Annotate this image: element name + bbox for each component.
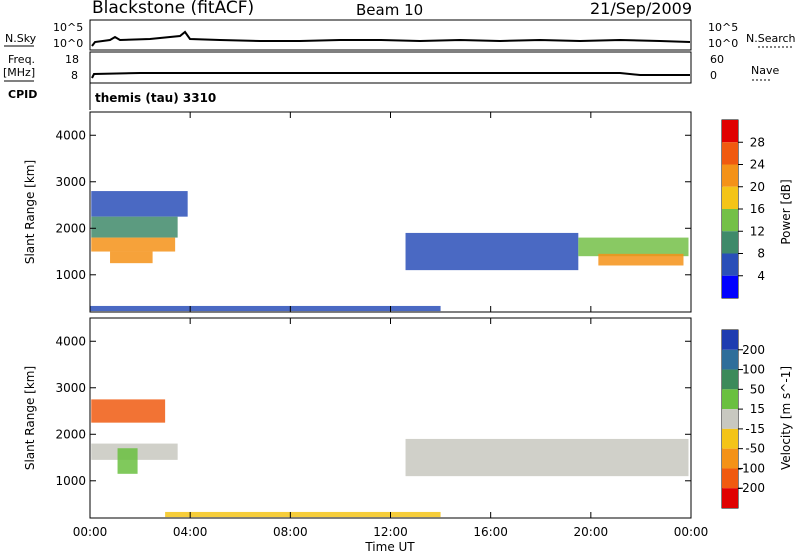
- velocity-colorbar-segment-0: [722, 330, 738, 350]
- nave-label: Nave: [751, 64, 780, 77]
- time-xtick-label-1: 04:00: [173, 525, 208, 539]
- power-scatter-region-5: [578, 237, 689, 257]
- site-title: Blackstone (fitACF): [92, 0, 255, 18]
- cpid-value: themis (tau) 3310: [95, 91, 217, 105]
- power-ytick-label-1: 2000: [55, 221, 86, 235]
- power-ytick-label-0: 1000: [55, 268, 86, 282]
- power-colorbar-segment-7: [722, 275, 738, 298]
- velocity-ytick-label-1: 2000: [55, 427, 86, 441]
- velocity-colorbar-tick-label-3: 15: [750, 402, 765, 416]
- power-scatter-region-0: [91, 191, 188, 217]
- freq-unit-label: [MHz]: [3, 66, 36, 79]
- frequency-trace: [91, 72, 690, 79]
- freq-panel-frame: [89, 51, 692, 84]
- velocity-colorbar-segment-5: [722, 428, 738, 449]
- power-ytick-label-2: 3000: [55, 175, 86, 189]
- velocity-ytick-label-3: 4000: [55, 334, 86, 348]
- power-ylabel: Slant Range [km]: [23, 160, 37, 264]
- power-colorbar-segment-1: [722, 142, 738, 165]
- power-colorbar-segment-4: [722, 209, 738, 232]
- noise-right-tick-bottom: 10^0: [708, 37, 739, 50]
- date-title: 21/Sep/2009: [590, 0, 693, 18]
- power-colorbar-tick-label-3: 16: [750, 202, 765, 216]
- velocity-colorbar-tick-label-2: 50: [750, 382, 765, 396]
- freq-left-tick-top: 18: [65, 53, 79, 66]
- power-colorbar-tick-label-1: 8: [757, 247, 765, 261]
- noise-trace: [91, 30, 691, 47]
- power-scatter-region-3: [110, 251, 153, 264]
- velocity-colorbar-segment-1: [722, 349, 738, 370]
- power-colorbar-segment-5: [722, 231, 738, 254]
- time-xtick-label-6: 00:00: [674, 525, 709, 539]
- power-colorbar-tick-label-6: 28: [750, 135, 765, 149]
- freq-left-tick-bottom: 8: [71, 69, 78, 82]
- power-scatter-region-2: [91, 237, 176, 252]
- power-colorbar-tick-label-2: 12: [750, 224, 765, 238]
- velocity-colorbar-segment-3: [722, 389, 738, 410]
- power-colorbar-tick-label-0: 4: [757, 269, 765, 283]
- velocity-colorbar-tick-label-7: -200: [738, 481, 765, 495]
- time-xtick-label-3: 12:00: [373, 525, 408, 539]
- velocity-colorbar-tick-label-6: -100: [738, 461, 765, 475]
- velocity-colorbar-tick-label-4: -15: [745, 422, 765, 436]
- velocity-colorbar-segment-2: [722, 369, 738, 390]
- power-colorbar-segment-6: [722, 253, 738, 276]
- power-scatter-region-4: [405, 232, 579, 271]
- time-xlabel: Time UT: [364, 540, 415, 554]
- velocity-panel-frame: [89, 317, 692, 519]
- velocity-ylabel: Slant Range [km]: [23, 366, 37, 470]
- velocity-colorbar-label: Velocity [m s^-1]: [779, 366, 793, 470]
- time-xtick-label-4: 16:00: [473, 525, 508, 539]
- power-colorbar-segment-0: [722, 120, 738, 143]
- time-xtick-label-0: 00:00: [73, 525, 108, 539]
- freq-right-tick-top: 60: [710, 53, 724, 66]
- power-scatter-region-6: [598, 253, 684, 266]
- velocity-colorbar-segment-4: [722, 409, 738, 429]
- velocity-ytick-label-2: 3000: [55, 381, 86, 395]
- noise-left-tick-bottom: 10^0: [53, 37, 84, 50]
- power-colorbar-label: Power [dB]: [779, 179, 793, 244]
- velocity-colorbar-tick-label-5: -50: [745, 442, 765, 456]
- velocity-scatter-region-4: [165, 511, 441, 518]
- nsearch-label: N.Search: [746, 32, 796, 45]
- power-colorbar-tick-label-4: 20: [750, 180, 765, 194]
- velocity-colorbar-segment-6: [722, 448, 738, 469]
- velocity-scatter-region-3: [405, 438, 689, 477]
- velocity-colorbar-segment-7: [722, 468, 738, 489]
- time-xtick-label-5: 20:00: [574, 525, 609, 539]
- freq-label: Freq.: [8, 53, 36, 66]
- cpid-label: CPID: [8, 88, 38, 101]
- beam-title: Beam 10: [356, 1, 424, 19]
- noise-panel-frame: [89, 19, 692, 51]
- power-scatter-region-1: [91, 216, 178, 238]
- power-scatter-region-7: [90, 305, 441, 312]
- velocity-colorbar-tick-label-0: 200: [742, 343, 765, 357]
- velocity-scatter-region-2: [117, 448, 138, 474]
- noise-right-tick-top: 10^5: [708, 21, 739, 34]
- nsky-label: N.Sky: [5, 32, 37, 45]
- time-xtick-label-2: 08:00: [273, 525, 308, 539]
- power-colorbar-segment-2: [722, 164, 738, 187]
- velocity-ytick-label-0: 1000: [55, 474, 86, 488]
- power-colorbar-tick-label-5: 24: [750, 158, 765, 172]
- power-ytick-label-3: 4000: [55, 128, 86, 142]
- velocity-colorbar-segment-8: [722, 488, 738, 508]
- noise-left-tick-top: 10^5: [53, 21, 84, 34]
- velocity-scatter-region-0: [91, 399, 166, 423]
- power-colorbar-segment-3: [722, 186, 738, 209]
- velocity-colorbar-tick-label-1: 100: [742, 363, 765, 377]
- freq-right-tick-bottom: 0: [710, 69, 717, 82]
